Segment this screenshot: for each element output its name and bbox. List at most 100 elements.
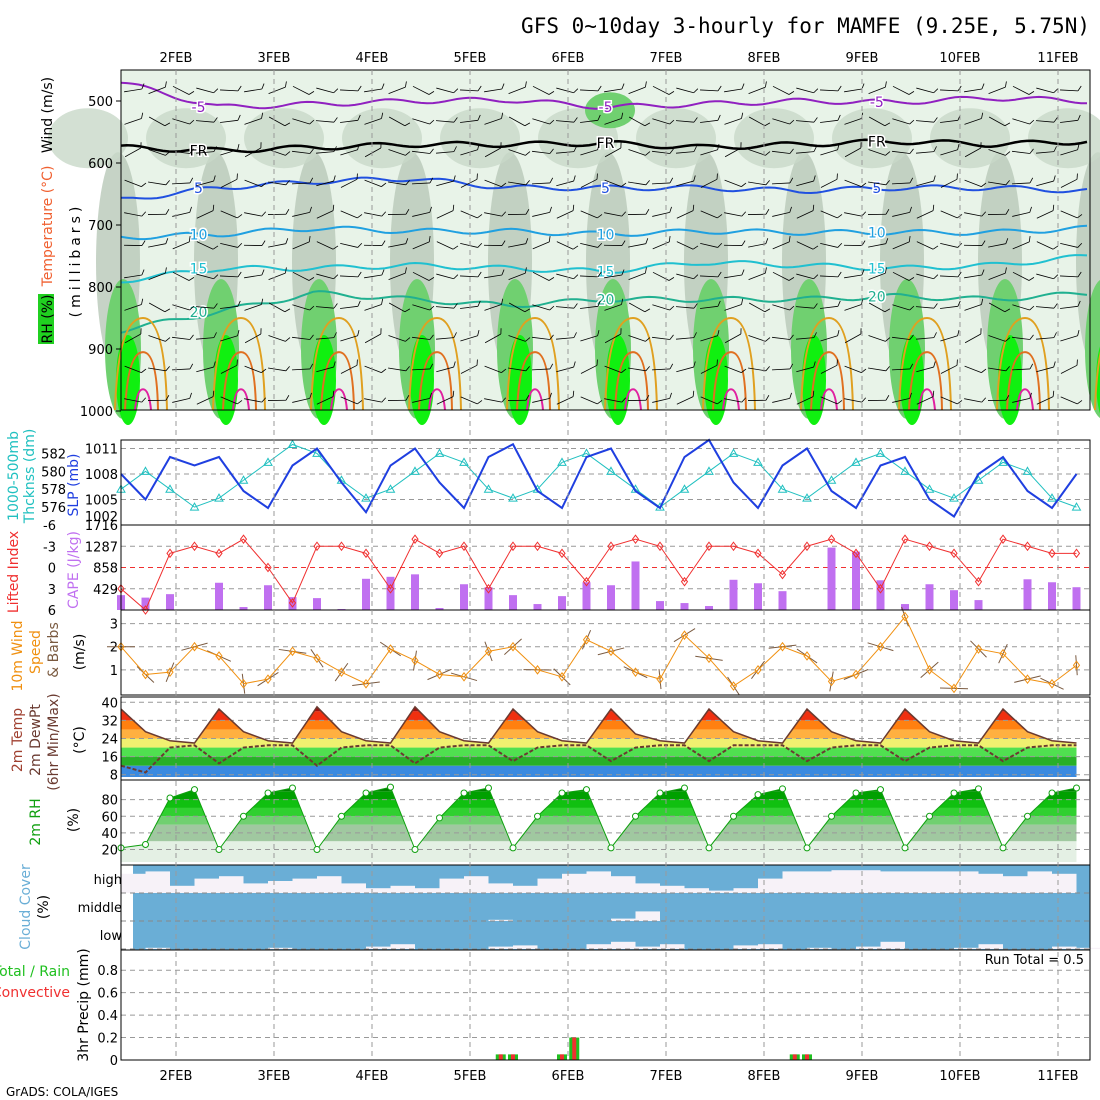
wind-barb-staff [1060, 210, 1078, 219]
wind-speed-line-marker [435, 669, 444, 680]
wind-barb-staff [268, 302, 286, 313]
isotherm-35 [1016, 388, 1034, 411]
wind-barb-staff [268, 86, 286, 94]
wind-barb-staff [1060, 364, 1078, 374]
slp-thickness-frame [120, 439, 1091, 526]
wind-barb-flag [788, 277, 795, 281]
wind-barb-staff [459, 275, 479, 278]
wind-barb [747, 394, 770, 401]
wind-barb-staff [364, 179, 382, 187]
wind-barb-flag [189, 206, 192, 213]
lifted-index-line [120, 538, 1077, 611]
wind-barb-staff [220, 364, 238, 374]
wind-barb-flag [765, 208, 770, 215]
axes: 2FEB2FEB3FEB3FEB4FEB4FEB5FEB5FEB6FEB6FEB… [160, 51, 1079, 1084]
wind-barb-flag [548, 236, 551, 242]
wind-barb-staff [652, 211, 670, 217]
wind-barb-flag [525, 151, 531, 156]
wind-barb-staff [460, 178, 478, 188]
wind-barb-staff [1036, 241, 1054, 250]
wind-barb-staff [1011, 182, 1031, 185]
rh-contour-80 [585, 92, 635, 129]
wind-barb [795, 146, 817, 154]
wind-barb [363, 240, 386, 246]
wind-barb [388, 302, 411, 313]
wind-barb-flag [213, 303, 218, 309]
wind-barb [724, 269, 745, 279]
wind-barb-flag [309, 206, 312, 213]
wind-barb-flag [813, 175, 816, 182]
wind-barb-staff [244, 365, 262, 373]
wind-barb [652, 148, 674, 154]
wind-barb [556, 390, 575, 405]
temp-band [121, 756, 1077, 766]
wind-barb-flag [932, 390, 935, 397]
wind-speed-line-marker [656, 674, 664, 684]
wind-barb-staff [556, 273, 574, 280]
isotherm-label: FR [190, 144, 208, 160]
wind-barb [892, 236, 911, 250]
wind-barb-flag [309, 177, 314, 184]
wind-barb-flag [236, 359, 238, 366]
wind-barb-flag [284, 308, 291, 313]
wind-barb-staff [196, 273, 214, 280]
cape-bar [778, 591, 787, 610]
cloud-low-bar [390, 944, 415, 949]
wind-barb-staff [628, 181, 646, 186]
wind-barb-flag [933, 175, 936, 182]
wind-barb-flag [836, 173, 838, 180]
rh-line-marker [730, 812, 737, 820]
wind-barb-flag [309, 363, 314, 370]
wind-barb-staff [724, 147, 742, 158]
wind-barb-staff [460, 119, 478, 123]
wind-barb [844, 142, 862, 158]
ytick-label: 24 [101, 733, 118, 748]
wind-barb [148, 238, 169, 248]
wind-barb-staff [1060, 305, 1078, 309]
wind-barb-flag [500, 142, 502, 149]
wind-barb-staff [940, 242, 958, 248]
wind-barb [436, 273, 459, 280]
wind-barb [580, 173, 598, 188]
wind-barb [555, 146, 577, 154]
isotherm-25 [408, 316, 462, 411]
wind-barb-staff [436, 180, 454, 187]
cloud-middle-bar [635, 911, 660, 921]
wind-barb-staff [388, 302, 406, 313]
wind-barb [892, 392, 912, 403]
rh-line-marker [607, 844, 615, 852]
wind-barb [195, 117, 218, 123]
wind-barb-staff [291, 368, 311, 371]
rh-line-marker [999, 844, 1007, 852]
wind-barb-staff [220, 242, 238, 248]
wind-barb [220, 396, 243, 405]
wind-barb [867, 394, 890, 401]
wind-barb [292, 148, 314, 154]
wind-barb-flag [165, 208, 170, 215]
wind-barb [964, 397, 987, 403]
wind-barb-flag [981, 182, 987, 187]
wind-barb-staff [868, 116, 886, 127]
wind-barb-flag [908, 236, 911, 242]
wind-barb-flag [1053, 303, 1058, 309]
wind-barb [844, 298, 864, 311]
lifted-index-line-marker [313, 541, 321, 552]
wind-barb-staff [604, 274, 622, 279]
wind-barb [195, 146, 217, 154]
wind-barb [148, 81, 167, 94]
wind-barb-staff [796, 180, 814, 187]
wind-barb [772, 271, 795, 281]
wind-barb-flag [501, 240, 506, 246]
wind-barb-flag [1053, 117, 1058, 123]
wind-barb-flag [981, 83, 985, 90]
wind-barb-staff [508, 149, 526, 156]
lifted-index-line-marker [362, 548, 370, 559]
thickness-line-marker [851, 457, 861, 466]
wind-barb-flag [957, 271, 962, 278]
wind-barb [292, 392, 312, 403]
wind-barb-staff [675, 151, 695, 154]
wind-barb-flag [933, 361, 936, 368]
wind-barb-flag [909, 206, 912, 213]
wind-barb-flag [837, 144, 840, 150]
lifted-index-line-marker [288, 598, 297, 608]
